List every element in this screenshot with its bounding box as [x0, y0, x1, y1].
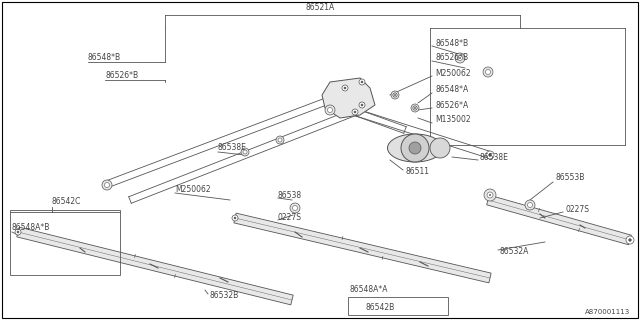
- Circle shape: [328, 108, 333, 113]
- Circle shape: [325, 105, 335, 115]
- Circle shape: [278, 138, 282, 142]
- Circle shape: [393, 93, 397, 97]
- Text: M250062: M250062: [435, 68, 470, 77]
- Circle shape: [455, 53, 465, 63]
- Circle shape: [628, 239, 632, 241]
- Circle shape: [232, 215, 238, 221]
- Circle shape: [342, 85, 348, 91]
- Circle shape: [626, 236, 634, 244]
- Circle shape: [292, 205, 298, 211]
- Circle shape: [430, 138, 450, 158]
- Circle shape: [413, 106, 417, 110]
- Text: 86548*A: 86548*A: [435, 85, 468, 94]
- Circle shape: [361, 104, 363, 106]
- Circle shape: [414, 107, 416, 109]
- Circle shape: [525, 200, 535, 210]
- Polygon shape: [322, 78, 375, 118]
- Bar: [348, 297, 448, 315]
- Circle shape: [409, 142, 421, 154]
- Circle shape: [102, 180, 112, 190]
- Polygon shape: [234, 213, 491, 283]
- Text: 86548*B: 86548*B: [88, 53, 121, 62]
- Text: 86548*B: 86548*B: [435, 38, 468, 47]
- Polygon shape: [486, 195, 631, 245]
- Circle shape: [359, 79, 365, 85]
- Circle shape: [344, 87, 346, 89]
- Text: 86511: 86511: [405, 167, 429, 177]
- Circle shape: [401, 134, 429, 162]
- Text: M135002: M135002: [435, 116, 470, 124]
- Circle shape: [352, 109, 358, 115]
- Circle shape: [354, 111, 356, 113]
- Text: 86538E: 86538E: [480, 154, 509, 163]
- Circle shape: [527, 203, 532, 207]
- Circle shape: [460, 57, 461, 59]
- Circle shape: [290, 203, 300, 213]
- Circle shape: [359, 102, 365, 108]
- Circle shape: [458, 56, 462, 60]
- Text: 86548A*B: 86548A*B: [12, 223, 51, 233]
- Text: A870001113: A870001113: [585, 309, 630, 315]
- Circle shape: [393, 93, 397, 97]
- Circle shape: [17, 231, 19, 233]
- Circle shape: [104, 182, 109, 188]
- Circle shape: [15, 229, 21, 235]
- Circle shape: [483, 67, 493, 77]
- Circle shape: [276, 136, 284, 144]
- Text: 86532B: 86532B: [210, 292, 239, 300]
- Circle shape: [484, 189, 496, 201]
- Text: M250062: M250062: [175, 186, 211, 195]
- Ellipse shape: [387, 134, 442, 162]
- Text: 86538: 86538: [278, 190, 302, 199]
- Text: 86532A: 86532A: [500, 247, 529, 257]
- Text: 86526*A: 86526*A: [435, 100, 468, 109]
- Circle shape: [458, 55, 463, 60]
- Text: 0227S: 0227S: [565, 205, 589, 214]
- Text: 86542C: 86542C: [52, 197, 81, 206]
- Polygon shape: [17, 227, 293, 305]
- Circle shape: [488, 193, 492, 197]
- Circle shape: [490, 194, 491, 196]
- Circle shape: [243, 150, 247, 154]
- Circle shape: [488, 154, 492, 156]
- Text: 86521A: 86521A: [305, 4, 335, 12]
- Circle shape: [487, 192, 493, 198]
- Bar: [10, 210, 120, 275]
- Text: 86526*B: 86526*B: [435, 53, 468, 62]
- Circle shape: [411, 104, 419, 112]
- Circle shape: [413, 106, 417, 110]
- Text: 86538E: 86538E: [218, 143, 247, 153]
- Circle shape: [361, 81, 363, 83]
- Text: 86548A*A: 86548A*A: [350, 285, 388, 294]
- Circle shape: [486, 69, 490, 75]
- Text: 86553B: 86553B: [555, 173, 584, 182]
- Text: 86542B: 86542B: [365, 302, 394, 311]
- Circle shape: [234, 217, 236, 219]
- Circle shape: [394, 94, 396, 96]
- Circle shape: [391, 91, 399, 99]
- Circle shape: [241, 148, 249, 156]
- Text: 86526*B: 86526*B: [105, 71, 138, 81]
- Circle shape: [486, 151, 494, 159]
- Text: 0227S: 0227S: [278, 213, 302, 222]
